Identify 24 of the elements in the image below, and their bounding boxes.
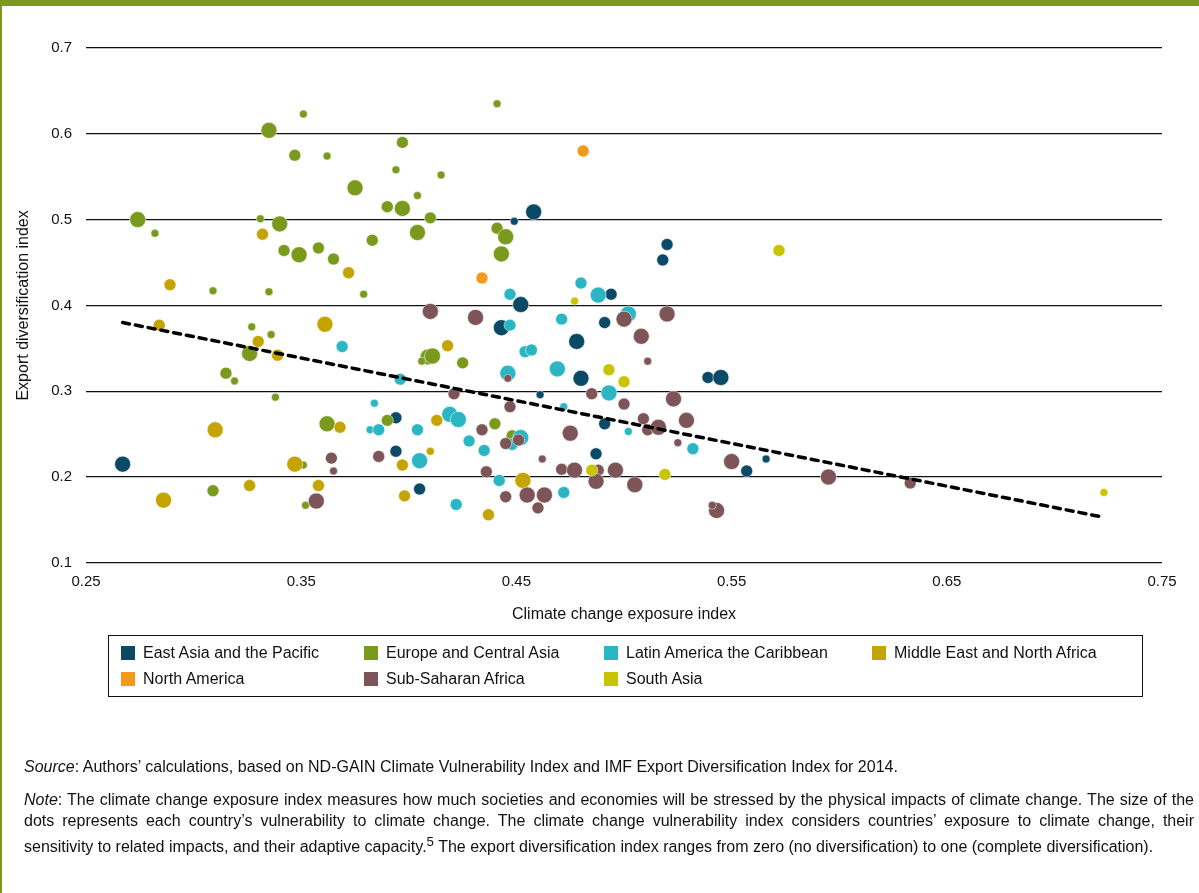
legend-label: North America [143,670,245,688]
y-tick-label: 0.1 [51,552,73,570]
legend-label: Sub-Saharan Africa [386,670,525,688]
y-tick-label: 0.7 [51,38,73,56]
legend-label: East Asia and the Pacific [143,644,320,662]
legend-label: South Asia [626,670,703,688]
y-tick-label: 0.2 [51,467,73,485]
legend-label: Europe and Central Asia [386,644,560,662]
y-tick-label: 0.4 [51,295,73,313]
x-tick-label: 0.35 [286,571,316,589]
x-tick-label: 0.45 [501,571,532,589]
legend-label: Latin America the Caribbean [626,644,828,662]
x-tick-label: 0.25 [71,571,101,589]
y-tick-label: 0.5 [51,209,73,227]
x-tick-label: 0.75 [1147,571,1177,589]
source-note: Source: Authors’ calculations, based on ND-GAIN Climate Vulnerability Index and IMF Export Diversification Index for 2014. [24,758,898,775]
x-tick-label: 0.55 [717,571,747,589]
y-axis-title: Export diversification index [14,210,32,401]
x-tick-label: 0.65 [932,571,962,589]
y-tick-label: 0.3 [51,381,73,399]
text: Note: The climate change exposure index measures how much societies and economies will be stressed by the physical impacts of climate change. The size of the dots represents each country’s vulnerability to climate change. The climate change vulnerability index considers countries’ exposure to climate change, their sensitivity to related impacts, and their adaptive capacity.$^{5}$ The export diversification index ranges from zero (no diversification) to one (complete diversification). [24,791,1194,856]
x-axis-title: Climate change exposure index [511,604,737,622]
legend-label: Middle East and North Africa [894,644,1097,662]
y-tick-label: 0.6 [51,123,73,141]
